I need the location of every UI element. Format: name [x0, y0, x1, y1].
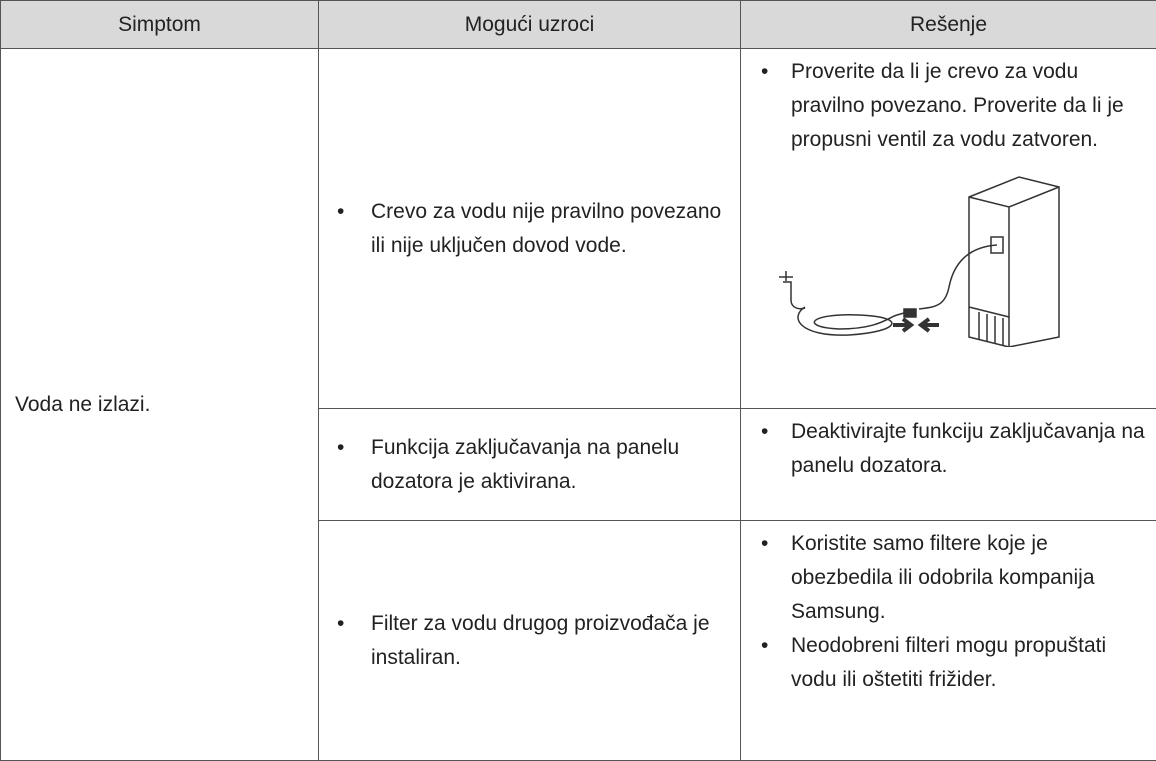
- header-cell: Rešenje: [741, 1, 1156, 49]
- cause-cell: Funkcija zaključavanja na panelu dozator…: [319, 409, 741, 521]
- solution: Proverite da li je crevo za vodu praviln…: [741, 55, 1156, 157]
- solution: Deaktivirajte funkciju zaključavanja na …: [741, 415, 1156, 483]
- row: Voda ne izlazi. Crevo za vodu nije pravi…: [1, 49, 1156, 409]
- cause: Filter za vodu drugog proizvođača je ins…: [319, 607, 740, 675]
- header-row: Simptom Mogući uzroci Rešenje: [1, 1, 1156, 49]
- solution-cell: Deaktivirajte funkciju zaključavanja na …: [741, 409, 1156, 521]
- solution-cell: Koristite samo filtere koje je obezbedil…: [741, 521, 1156, 761]
- cause-cell: Filter za vodu drugog proizvođača je ins…: [319, 521, 741, 761]
- cause-cell: Crevo za vodu nije pravilno povezano ili…: [319, 49, 741, 409]
- solution: Neodobreni filteri mogu propuštati vodu …: [741, 629, 1156, 697]
- header-cell: Simptom: [1, 1, 319, 49]
- solution: Koristite samo filtere koje je obezbedil…: [741, 527, 1156, 629]
- header-cell: Mogući uzroci: [319, 1, 741, 49]
- cause: Funkcija zaključavanja na panelu dozator…: [319, 431, 740, 499]
- cause: Crevo za vodu nije pravilno povezano ili…: [319, 195, 740, 263]
- solution-cell: Proverite da li je crevo za vodu praviln…: [741, 49, 1156, 409]
- hose-illustration: [769, 167, 1099, 347]
- symptom-cell: Voda ne izlazi.: [1, 49, 319, 761]
